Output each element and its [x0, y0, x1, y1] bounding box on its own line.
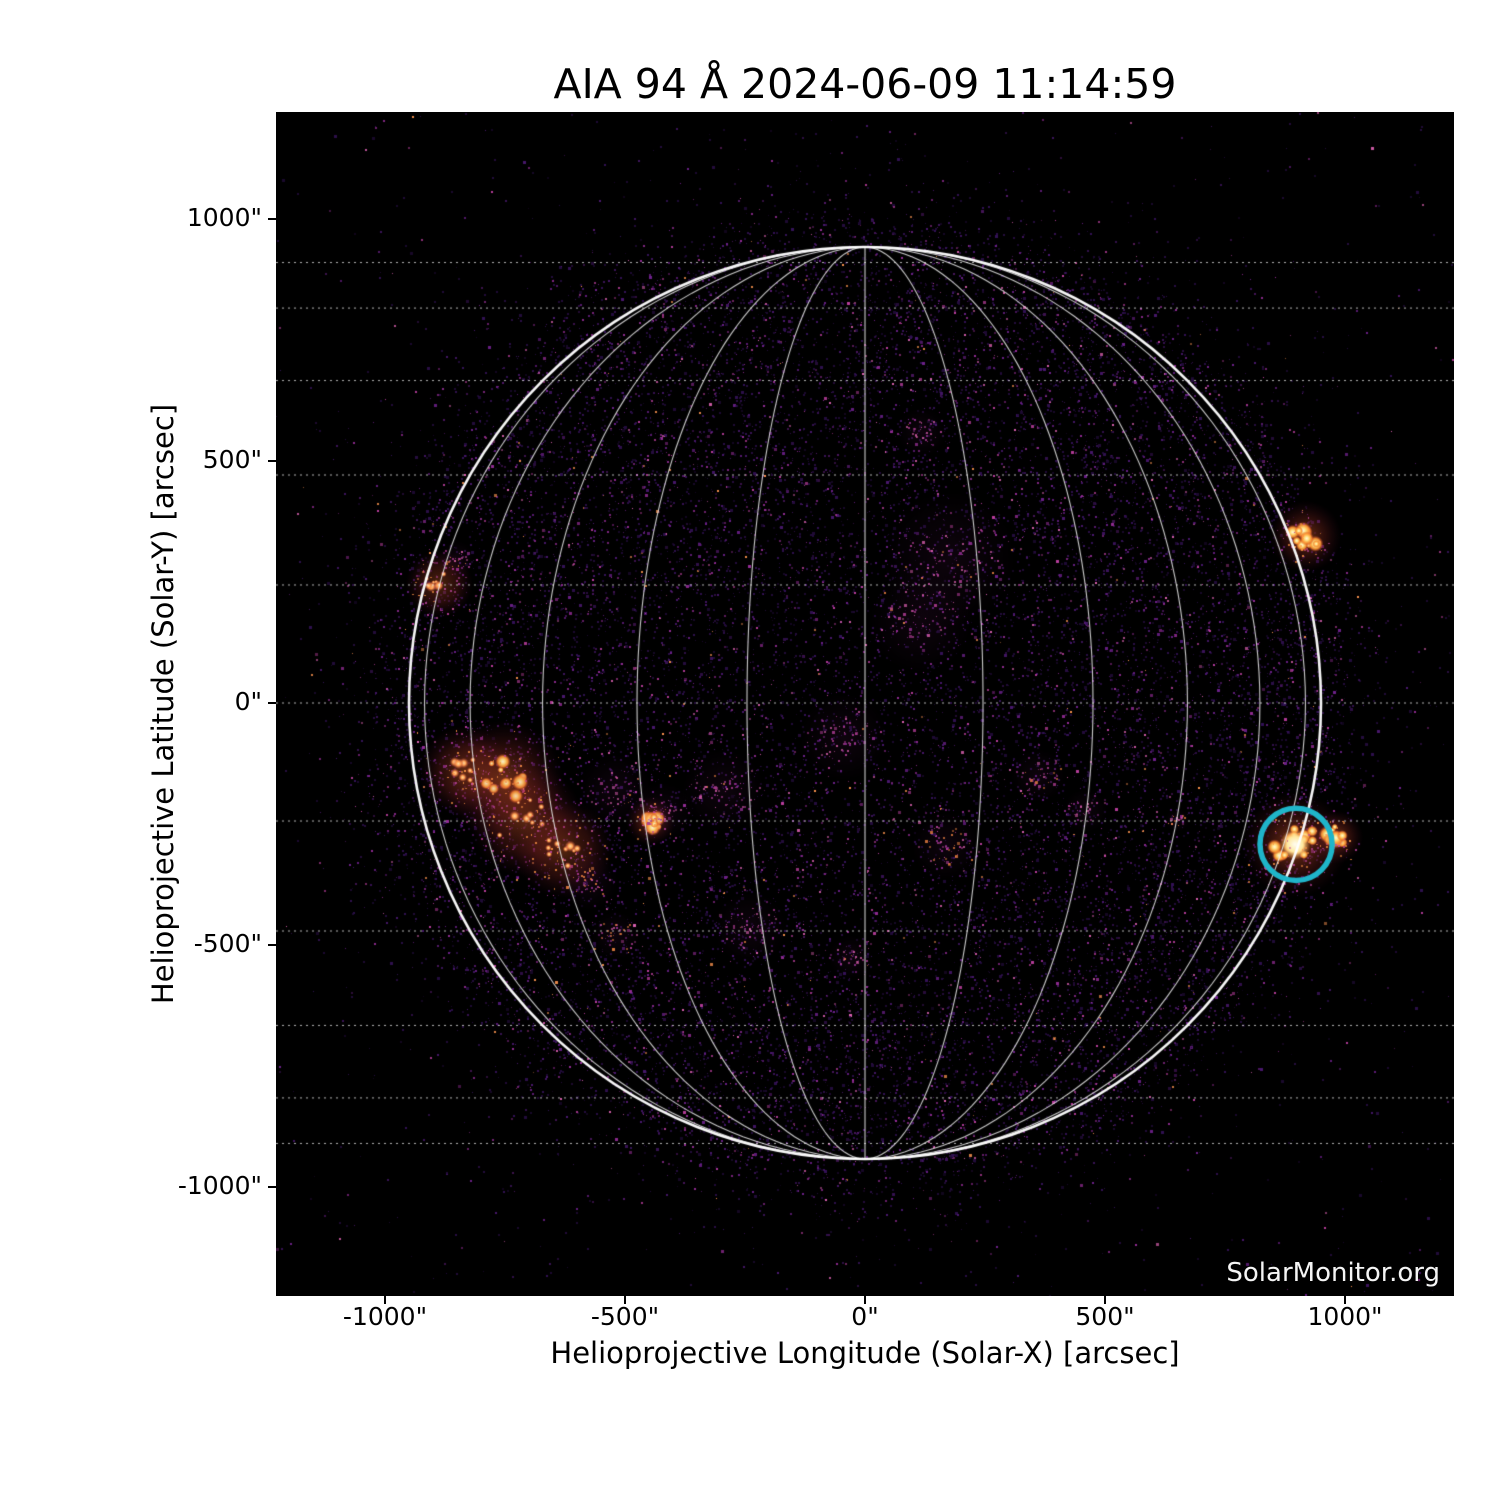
solar-image-canvas [276, 112, 1454, 1296]
plot-title: AIA 94 Å 2024-06-09 11:14:59 [553, 60, 1177, 108]
y-tick-label: 500" [202, 445, 262, 474]
x-tick-label: -500" [590, 1302, 660, 1331]
y-tick-mark [268, 944, 276, 946]
x-axis-label: Helioprojective Longitude (Solar-X) [arc… [550, 1336, 1180, 1370]
y-tick-mark [268, 218, 276, 220]
y-tick-mark [268, 702, 276, 704]
y-axis-label: Helioprojective Latitude (Solar-Y) [arcs… [146, 403, 180, 1005]
y-tick-label: 0" [234, 687, 262, 716]
y-tick-mark [268, 1186, 276, 1188]
plot-area: SolarMonitor.org [276, 112, 1454, 1296]
x-tick-mark [864, 1296, 866, 1304]
x-tick-label: 0" [851, 1302, 879, 1331]
y-tick-label: -1000" [177, 1171, 262, 1200]
x-tick-mark [1104, 1296, 1106, 1304]
y-tick-label: 1000" [186, 203, 262, 232]
x-tick-label: 500" [1075, 1302, 1135, 1331]
watermark: SolarMonitor.org [1226, 1258, 1440, 1288]
x-tick-mark [624, 1296, 626, 1304]
x-tick-label: -1000" [342, 1302, 428, 1331]
x-tick-mark [1344, 1296, 1346, 1304]
x-tick-mark [384, 1296, 386, 1304]
y-tick-mark [268, 460, 276, 462]
x-tick-label: 1000" [1307, 1302, 1383, 1331]
y-tick-label: -500" [193, 929, 262, 958]
